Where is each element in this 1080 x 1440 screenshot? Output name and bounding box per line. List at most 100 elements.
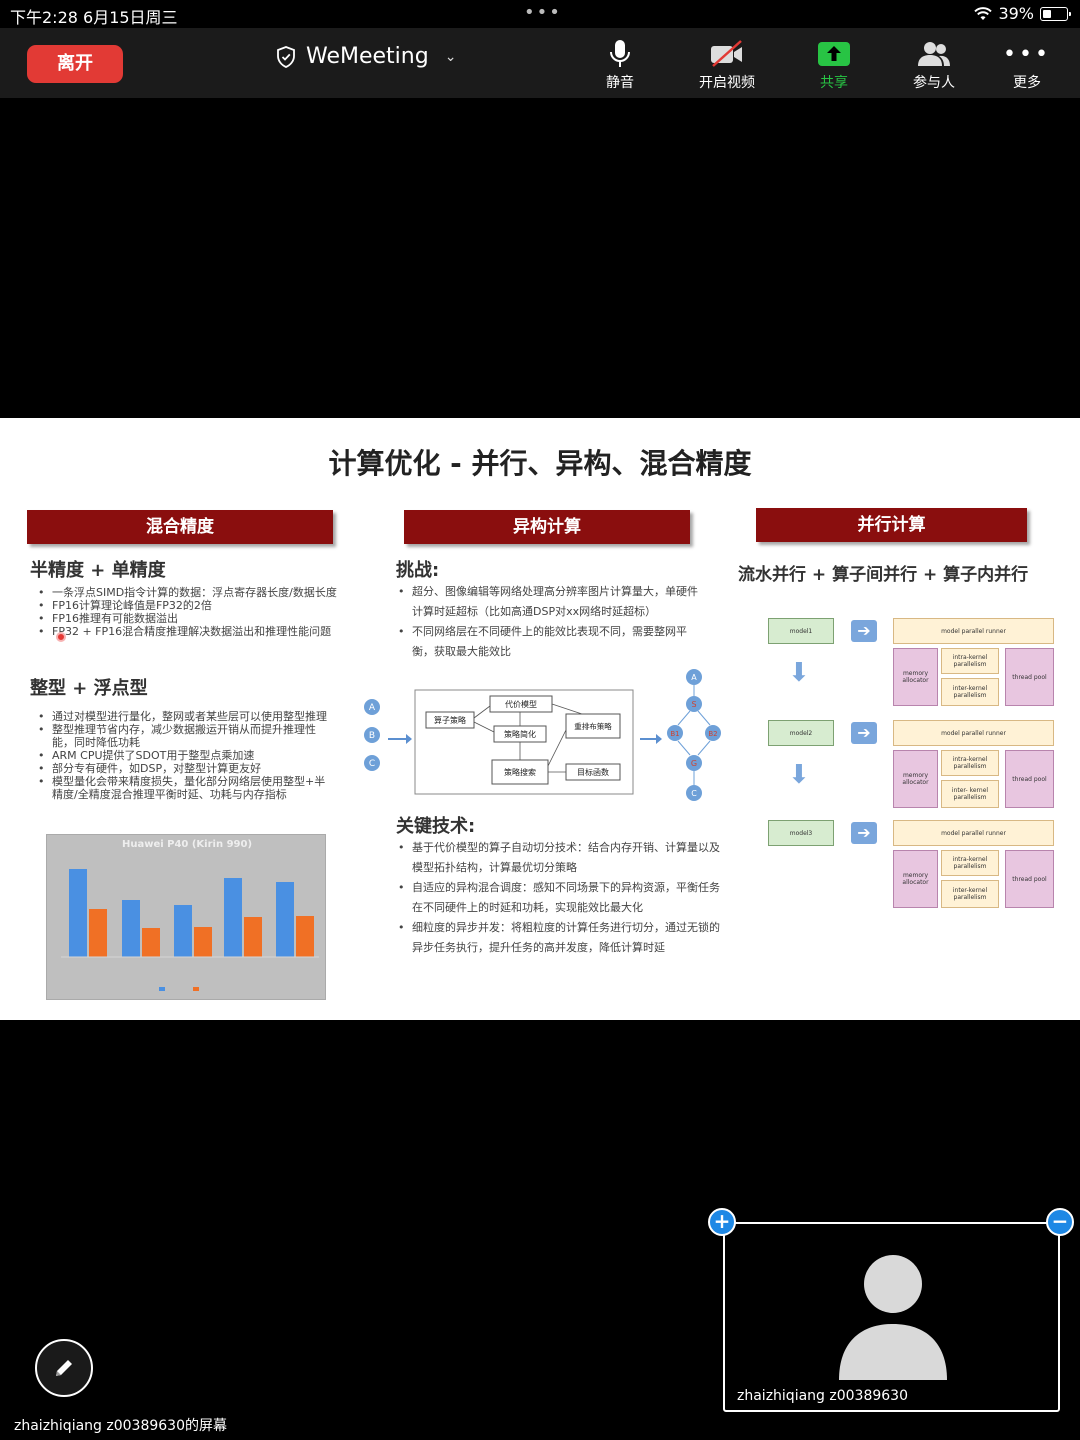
status-bar: 下午2:28 6月15日周三 ••• 39% [0, 0, 1080, 28]
share-button[interactable]: 共享 [794, 38, 874, 92]
microphone-icon [609, 39, 631, 69]
self-video-tile[interactable]: zhaizhiqiang z00389630 [723, 1222, 1060, 1412]
start-video-button[interactable]: 开启视频 [687, 38, 767, 92]
list-item: ARM CPU提供了SDOT用于整型点乘加速 [32, 749, 332, 762]
list-item: 部分专有硬件，如DSP，对整型计算更友好 [32, 762, 332, 775]
heterogeneous-header: 异构计算 [404, 510, 690, 544]
intra-kernel-box: intra-kernel parallelism [941, 850, 999, 876]
share-label: 共享 [794, 72, 874, 92]
key-tech-heading: 关键技术: [396, 812, 475, 838]
list-item: FP16计算理论峰值是FP32的2倍 [32, 599, 338, 612]
list-item: 整型推理节省内存，减少数据搬运开销从而提升推理性能，同时降低功耗 [32, 723, 332, 749]
thread-pool-box: thread pool [1005, 648, 1054, 706]
node-label: A [691, 673, 697, 682]
arrow-right-icon: ➔ [851, 822, 877, 844]
multitask-dots-icon[interactable]: ••• [524, 2, 562, 23]
meeting-title[interactable]: WeMeeting ⌄ [276, 44, 456, 69]
list-item: 一条浮点SIMD指令计算的数据：浮点寄存器长度/数据长度 [32, 586, 338, 599]
rearrange-label: 重排布策略 [574, 721, 612, 731]
quantization-bullets: 通过对模型进行量化，整网或者某些层可以使用整型推理 整型推理节省内存，减少数据搬… [32, 710, 332, 801]
memory-allocator-box: memory allocator [893, 750, 938, 808]
model-box: model2 [768, 720, 834, 746]
video-off-icon [709, 40, 745, 68]
challenge-heading: 挑战: [396, 556, 439, 582]
wifi-icon [974, 7, 992, 21]
minimize-tile-button[interactable]: − [1046, 1208, 1074, 1236]
participants-label: 参与人 [894, 72, 974, 92]
thread-pool-box: thread pool [1005, 850, 1054, 908]
mixed-precision-header: 混合精度 [27, 510, 333, 544]
node-label: G [691, 759, 697, 768]
self-name: zhaizhiqiang z00389630 [737, 1388, 908, 1404]
node-label: A [369, 703, 376, 713]
node-label: C [369, 759, 375, 769]
share-screen-icon [817, 41, 851, 67]
list-item: FP32 + FP16混合精度推理解决数据溢出和推理性能问题 [32, 625, 338, 638]
start-video-label: 开启视频 [687, 72, 767, 92]
node-label: C [691, 789, 697, 798]
slide-title: 计算优化 - 并行、异构、混合精度 [0, 442, 1080, 482]
model-box: model1 [768, 618, 834, 644]
leave-button[interactable]: 离开 [27, 45, 123, 83]
runner-box: model parallel runner [893, 720, 1054, 746]
list-item: 自适应的异构混合调度：感知不同场景下的异构资源，平衡任务在不同硬件上的时延和功耗… [392, 878, 722, 918]
more-label: 更多 [987, 72, 1067, 92]
list-item: 通过对模型进行量化，整网或者某些层可以使用整型推理 [32, 710, 332, 723]
node-label: S [691, 700, 696, 709]
inter-kernel-box: inter- kernel parallelism [941, 780, 999, 808]
node-label: B [369, 731, 375, 741]
simplify-label: 策略简化 [504, 729, 536, 739]
battery-percent: 39% [998, 4, 1034, 23]
list-item: 超分、图像编辑等网络处理高分辨率图片计算量大，单硬件计算时延超标（比如高通DSP… [392, 582, 702, 622]
intra-kernel-box: intra-kernel parallelism [941, 750, 999, 776]
expand-tile-button[interactable]: + [708, 1208, 736, 1236]
precision-bullets: 一条浮点SIMD指令计算的数据：浮点寄存器长度/数据长度 FP16计算理论峰值是… [32, 586, 338, 638]
mute-button[interactable]: 静音 [580, 38, 660, 92]
key-tech-bullets: 基于代价模型的算子自动切分技术：结合内存开销、计算量以及模型拓扑结构，计算最优切… [392, 838, 722, 958]
intra-kernel-box: intra-kernel parallelism [941, 648, 999, 674]
arrow-down-icon: ⬇ [788, 760, 810, 790]
laser-pointer-icon [56, 632, 66, 642]
chevron-down-icon: ⌄ [445, 49, 457, 65]
runner-box: model parallel runner [893, 820, 1054, 846]
avatar-icon [837, 1252, 949, 1384]
list-item: FP16推理有可能数据溢出 [32, 612, 338, 625]
half-single-heading: 半精度 + 单精度 [30, 556, 166, 582]
participants-button[interactable]: 参与人 [894, 38, 974, 92]
cost-model-label: 代价模型 [505, 699, 537, 709]
more-button[interactable]: ••• 更多 [987, 38, 1067, 92]
battery-icon [1040, 7, 1068, 21]
model-box: model3 [768, 820, 834, 846]
parallel-header: 并行计算 [756, 508, 1027, 542]
participants-icon [917, 41, 951, 67]
annotate-button[interactable] [35, 1339, 93, 1397]
benchmark-chart-thumbnail: Huawei P40 (Kirin 990) [46, 834, 326, 1000]
thread-pool-box: thread pool [1005, 750, 1054, 808]
runner-box: model parallel runner [893, 618, 1054, 644]
list-item: 模型量化会带来精度损失，量化部分网络层使用整型+半精度/全精度混合推理平衡时延、… [32, 775, 332, 801]
memory-allocator-box: memory allocator [893, 850, 938, 908]
memory-allocator-box: memory allocator [893, 648, 938, 706]
more-dots-icon: ••• [1003, 42, 1051, 67]
arrow-right-icon: ➔ [851, 620, 877, 642]
mute-label: 静音 [580, 72, 660, 92]
screen-share-owner: zhaizhiqiang z00389630的屏幕 [14, 1415, 227, 1435]
arrow-down-icon: ⬇ [788, 658, 810, 688]
int-float-heading: 整型 + 浮点型 [30, 674, 148, 700]
list-item: 基于代价模型的算子自动切分技术：结合内存开销、计算量以及模型拓扑结构，计算最优切… [392, 838, 722, 878]
chart-title: Huawei P40 (Kirin 990) [47, 839, 327, 850]
chart-bars [47, 835, 327, 1001]
arrow-right-icon: ➔ [851, 722, 877, 744]
pencil-icon [52, 1356, 76, 1380]
search-label: 策略搜索 [504, 767, 536, 777]
time-date: 下午2:28 6月15日周三 [10, 4, 178, 28]
meeting-toolbar: 离开 WeMeeting ⌄ 静音 开启视频 [0, 28, 1080, 98]
inter-kernel-box: inter-kernel parallelism [941, 880, 999, 908]
parallel-runner-diagram: model1 ➔ model parallel runner memory al… [760, 614, 1060, 914]
node-label: B2 [708, 730, 717, 738]
challenge-bullets: 超分、图像编辑等网络处理高分辨率图片计算量大，单硬件计算时延超标（比如高通DSP… [392, 582, 702, 662]
meeting-name: WeMeeting [306, 44, 429, 69]
objective-label: 目标函数 [577, 767, 609, 777]
parallel-subtitle: 流水并行 + 算子间并行 + 算子内并行 [738, 560, 1028, 585]
shield-check-icon [276, 46, 296, 68]
